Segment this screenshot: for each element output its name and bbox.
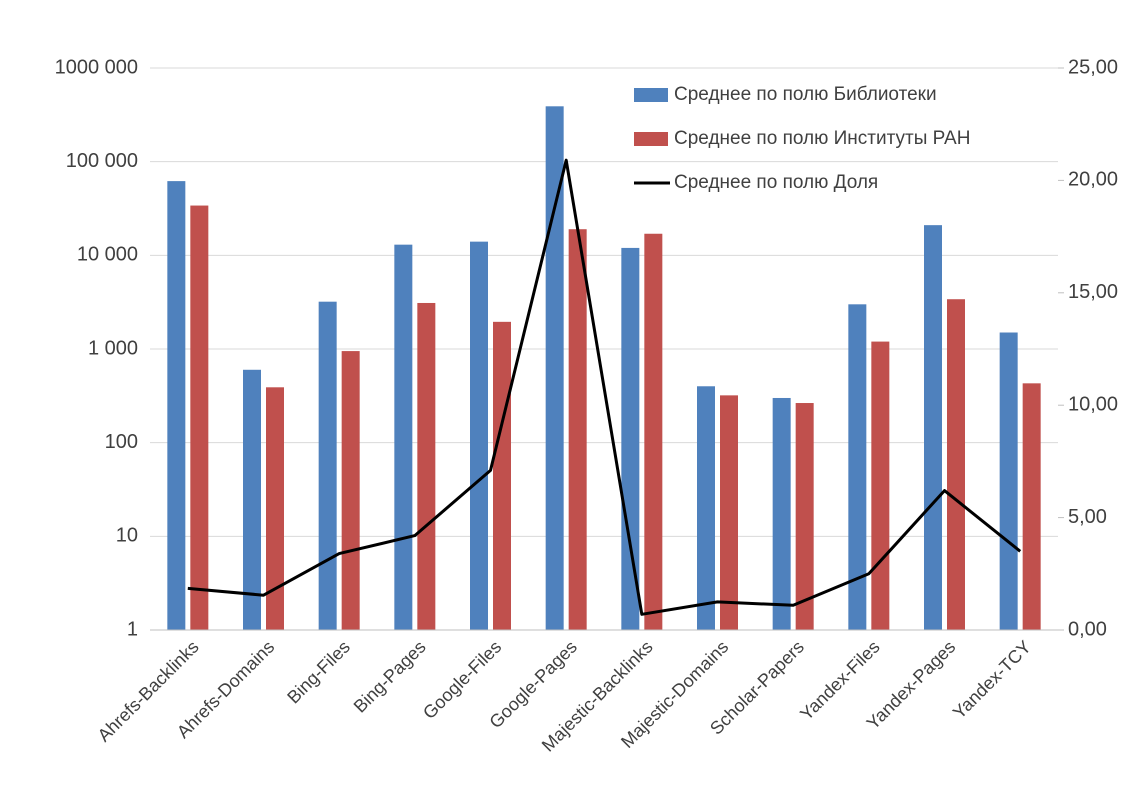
legend-label: Среднее по полю Доля <box>674 172 878 193</box>
bar-institutes <box>720 395 738 630</box>
x-tick-label: Bing-Files <box>283 637 354 708</box>
legend-swatch <box>634 88 668 102</box>
left-axis: 1 10 100 1 000 10 000 100 000 1000 000 <box>55 56 138 640</box>
right-tick-label: 10,00 <box>1068 393 1118 415</box>
x-tick-label: Bing-Pages <box>350 637 430 717</box>
bar-institutes <box>644 233 663 630</box>
bar-institutes <box>568 229 587 630</box>
bar-institutes <box>1022 383 1041 630</box>
legend: Среднее по полю Библиотеки Среднее по пол… <box>634 84 970 193</box>
left-tick-label: 10 000 <box>77 244 138 266</box>
bar-libraries <box>394 244 413 630</box>
x-tick-label: Yandex-TCY <box>949 637 1035 723</box>
line-series <box>187 158 1022 616</box>
bar-libraries <box>243 369 261 630</box>
right-tick-label: 20,00 <box>1068 169 1118 191</box>
left-tick-label: 10 <box>116 525 138 547</box>
right-axis: 0,00 5,00 10,00 15,00 20,00 25,00 <box>1058 56 1118 640</box>
left-tick-label: 1000 000 <box>55 56 138 78</box>
bar-institutes <box>493 321 511 630</box>
bar-libraries <box>924 225 942 630</box>
bar-institutes <box>795 403 814 630</box>
bar-libraries <box>167 181 186 630</box>
line-share <box>187 158 1022 616</box>
bar-libraries <box>697 386 715 630</box>
bar-institutes <box>947 299 965 630</box>
legend-swatch <box>634 132 668 146</box>
bar-institutes <box>266 387 284 630</box>
bar-libraries <box>470 241 488 631</box>
left-tick-label: 100 000 <box>66 150 138 172</box>
bar-libraries <box>999 332 1018 630</box>
gridlines <box>150 67 1058 537</box>
bar-libraries <box>318 301 337 630</box>
left-tick-label: 100 <box>105 431 138 453</box>
bar-institutes <box>190 205 209 631</box>
bar-libraries <box>772 397 791 630</box>
legend-label: Среднее по полю Институты РАН <box>674 128 970 149</box>
right-tick-label: 15,00 <box>1068 281 1118 303</box>
bar-libraries <box>848 304 867 630</box>
bar-libraries <box>621 247 640 630</box>
right-tick-label: 5,00 <box>1068 506 1107 528</box>
bars <box>167 106 1041 631</box>
legend-label: Среднее по полю Библиотеки <box>674 84 937 105</box>
bar-institutes <box>871 341 890 630</box>
bar-institutes <box>417 302 436 630</box>
left-tick-label: 1 <box>127 618 138 640</box>
right-tick-label: 25,00 <box>1068 56 1118 78</box>
left-tick-label: 1 000 <box>88 337 138 359</box>
right-tick-label: 0,00 <box>1068 618 1107 640</box>
bar-libraries <box>545 106 564 631</box>
bar-institutes <box>341 351 360 630</box>
